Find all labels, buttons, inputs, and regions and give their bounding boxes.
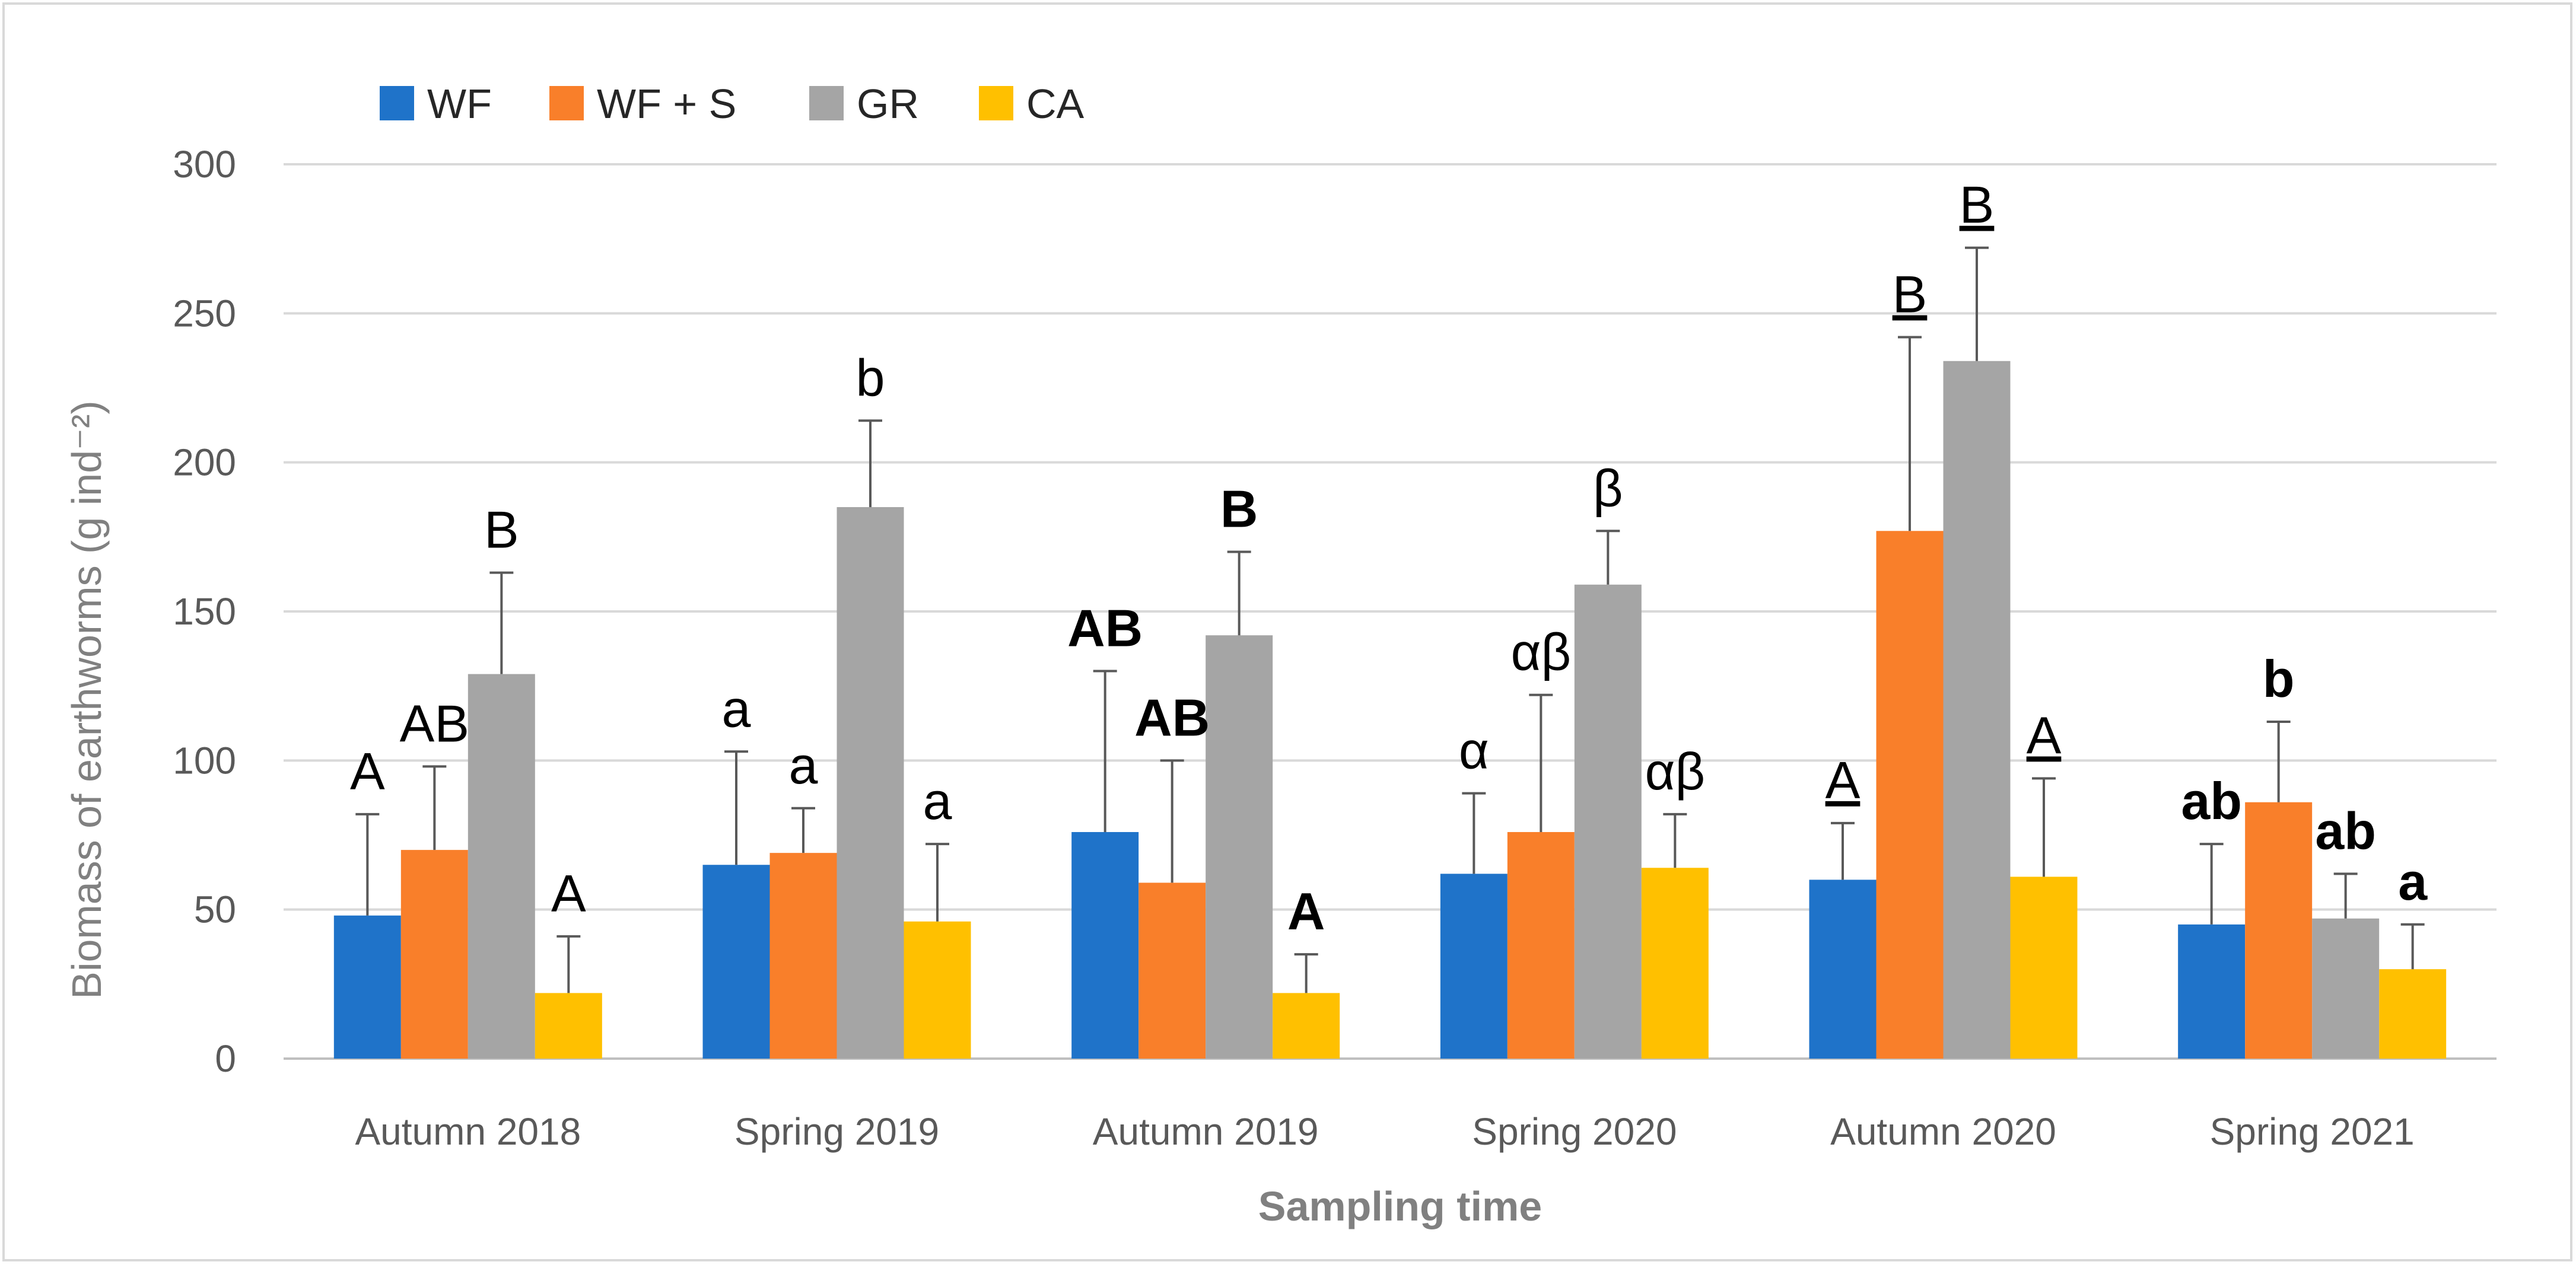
legend-label: CA: [1026, 81, 1085, 127]
significance-label: a: [2398, 852, 2428, 911]
bar: [2178, 924, 2246, 1059]
bar: [2312, 918, 2380, 1059]
legend-label: WF + S: [597, 81, 736, 127]
bar: [2379, 969, 2447, 1059]
y-tick-labels: 0 50 100 150 200 250 300: [173, 143, 236, 1080]
significance-label: A: [1287, 882, 1325, 941]
y-axis-title: Biomass of earthworms (g ind⁻²): [63, 400, 110, 999]
error-bars: [355, 246, 2425, 993]
bar: [1574, 584, 1642, 1059]
bar: [1273, 993, 1340, 1059]
significance-label: AB: [1134, 688, 1210, 747]
significance-label: b: [856, 348, 885, 407]
bar: [1876, 531, 1944, 1059]
x-tick-label: Autumn 2019: [1093, 1110, 1319, 1153]
x-axis-title: Sampling time: [1258, 1183, 1542, 1229]
y-tick-label: 200: [173, 441, 236, 484]
bar: [1641, 868, 1709, 1059]
significance-label: a: [722, 679, 751, 738]
legend-swatch: [380, 86, 414, 120]
significance-label: B: [484, 501, 519, 559]
significance-label: αβ: [1645, 742, 1706, 801]
significance-label: a: [789, 736, 818, 795]
bar: [2245, 802, 2313, 1059]
significance-label: A: [1826, 751, 1861, 810]
bar: [1138, 882, 1206, 1059]
significance-label: AB: [400, 694, 469, 753]
legend-label: GR: [857, 81, 919, 127]
bar: [837, 507, 904, 1059]
legend: WF WF + S GR CA: [380, 81, 1085, 127]
significance-label: B: [1960, 176, 1995, 234]
bar: [333, 915, 401, 1059]
bar: [904, 921, 971, 1059]
y-tick-label: 100: [173, 739, 236, 782]
x-tick-label: Autumn 2020: [1830, 1110, 2056, 1153]
x-tick-label: Spring 2019: [734, 1110, 939, 1153]
significance-label: A: [2027, 706, 2062, 764]
y-tick-label: 0: [215, 1037, 236, 1080]
significance-label: β: [1593, 458, 1623, 517]
bars: [333, 361, 2447, 1059]
bar: [1071, 831, 1139, 1059]
significance-label: a: [923, 772, 952, 830]
x-tick-labels: Autumn 2018 Spring 2019 Autumn 2019 Spring …: [355, 1110, 2414, 1153]
bar: [2010, 877, 2078, 1059]
y-tick-label: 250: [173, 292, 236, 334]
bar: [1943, 361, 2011, 1059]
y-tick-label: 150: [173, 590, 236, 633]
y-tick-label: 50: [194, 888, 236, 931]
significance-label: ab: [2181, 772, 2242, 830]
significance-label: α: [1459, 721, 1489, 780]
bar: [1507, 831, 1575, 1059]
bar: [400, 850, 468, 1059]
x-tick-label: Spring 2020: [1472, 1110, 1677, 1153]
bar: [769, 853, 837, 1059]
significance-label: B: [1893, 265, 1928, 324]
bar: [535, 993, 602, 1059]
bar: [1440, 874, 1508, 1059]
legend-swatch: [549, 86, 584, 120]
x-tick-label: Autumn 2018: [355, 1110, 581, 1153]
legend-swatch: [809, 86, 844, 120]
bar: [1809, 880, 1877, 1059]
x-tick-label: Spring 2021: [2210, 1110, 2415, 1153]
significance-label: αβ: [1511, 623, 1572, 681]
bar: [1206, 635, 1273, 1059]
bar: [468, 674, 535, 1059]
significance-label: B: [1220, 479, 1258, 538]
bar: [702, 865, 770, 1059]
significance-label: A: [350, 742, 385, 801]
significance-label: b: [2263, 649, 2295, 708]
significance-label: ab: [2315, 801, 2376, 860]
legend-label: WF: [427, 81, 492, 127]
legend-swatch: [979, 86, 1013, 120]
gridlines: [284, 163, 2497, 1060]
significance-label: AB: [1067, 599, 1143, 658]
significance-label: A: [551, 864, 586, 923]
y-tick-label: 300: [173, 143, 236, 186]
